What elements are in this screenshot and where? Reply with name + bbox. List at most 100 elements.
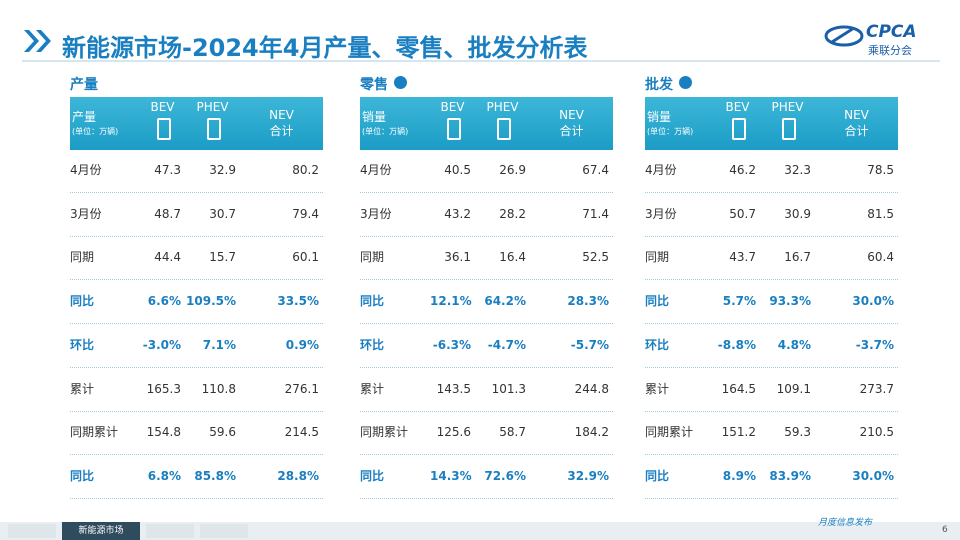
row-separator: [645, 235, 898, 237]
cell-value: 36.1: [444, 250, 471, 265]
cell-value: 64.2%: [484, 294, 526, 309]
row-separator: [645, 497, 898, 499]
vehicle-icon: [206, 118, 221, 140]
cell-value: 5.7%: [722, 294, 756, 309]
footer-tab[interactable]: [200, 524, 248, 538]
footer-tab-active[interactable]: 新能源市场: [62, 522, 140, 540]
cell-value: 214.5: [284, 425, 319, 440]
cell-value: 72.6%: [484, 468, 526, 483]
vehicle-icon: [731, 118, 746, 140]
header-col: BEV: [725, 100, 750, 114]
row-label: 累计: [645, 381, 670, 396]
cell-value: -6.3%: [432, 337, 471, 352]
cell-value: 0.9%: [285, 337, 319, 352]
row-separator: [360, 454, 613, 456]
cell-value: 67.4: [582, 163, 609, 177]
cell-value: 30.9: [784, 206, 811, 221]
header-nev: NEV: [844, 108, 869, 122]
cell-value: 165.3: [146, 381, 181, 396]
table-header: [70, 97, 323, 150]
row-label: 4月份: [70, 163, 102, 177]
cell-value: 47.3: [154, 163, 181, 177]
row-separator: [70, 366, 323, 368]
logo-text: CPCA: [866, 22, 917, 42]
row-separator: [360, 366, 613, 368]
cell-value: -3.0%: [142, 337, 181, 352]
cell-value: 125.6: [436, 425, 471, 440]
cell-value: 273.7: [859, 381, 894, 396]
vehicle-icon: [781, 118, 796, 140]
row-label: 同期累计: [360, 425, 409, 440]
row-separator: [360, 192, 613, 193]
cell-value: 44.4: [154, 250, 181, 265]
cell-value: -4.7%: [487, 337, 526, 352]
row-label: 同期累计: [70, 425, 119, 440]
row-label: 同期: [360, 250, 385, 265]
cell-value: 50.7: [729, 206, 756, 221]
row-label: 环比: [645, 337, 670, 352]
row-separator: [70, 497, 323, 499]
row-label: 同比: [360, 294, 385, 309]
header-col: BEV: [440, 100, 465, 114]
cell-value: 30.7: [209, 206, 236, 221]
footer-tab[interactable]: [8, 524, 56, 538]
header-col: PHEV: [486, 100, 519, 114]
table-header: [645, 97, 898, 150]
footer-bar: [0, 522, 960, 540]
cell-value: 14.3%: [430, 468, 472, 483]
cell-value: 7.1%: [202, 337, 236, 352]
section-label: 批发: [645, 77, 673, 93]
cell-value: 40.5: [444, 163, 471, 177]
page-number: 6: [942, 525, 948, 535]
cell-value: 60.4: [867, 250, 894, 265]
cell-value: 8.9%: [722, 468, 756, 483]
cell-value: -5.7%: [570, 337, 609, 352]
cell-value: 52.5: [582, 250, 609, 265]
row-separator: [70, 192, 323, 193]
cell-value: 71.4: [582, 206, 609, 221]
cell-value: 28.8%: [277, 468, 319, 483]
cell-value: 60.1: [292, 250, 319, 265]
cell-value: 15.7: [209, 250, 236, 265]
header-unit: (单位：万辆): [72, 127, 119, 136]
row-separator: [645, 410, 898, 412]
row-label: 环比: [70, 337, 95, 352]
cell-value: 79.4: [292, 206, 319, 221]
footer-tab[interactable]: [146, 524, 194, 538]
header-col: PHEV: [771, 100, 804, 114]
row-label: 同期: [645, 250, 670, 265]
cell-value: 154.8: [146, 425, 181, 440]
row-label: 同比: [645, 468, 670, 483]
cell-value: 26.9: [499, 163, 526, 177]
cell-value: 109.1: [776, 381, 811, 396]
row-label: 同比: [360, 468, 385, 483]
row-separator: [360, 235, 613, 237]
cell-value: 33.5%: [277, 294, 319, 309]
header-col: PHEV: [196, 100, 229, 114]
cell-value: 80.2: [292, 163, 319, 177]
row-separator: [645, 279, 898, 281]
row-separator: [645, 192, 898, 193]
row-separator: [70, 410, 323, 412]
cell-value: 48.7: [154, 206, 181, 221]
cell-value: 58.7: [499, 425, 526, 440]
cell-value: 59.6: [209, 425, 236, 440]
row-separator: [645, 366, 898, 368]
cell-value: 83.9%: [769, 468, 811, 483]
row-label: 同期: [70, 250, 95, 265]
cell-value: 16.7: [784, 250, 811, 265]
header-nev: NEV: [269, 108, 294, 122]
row-separator: [360, 279, 613, 281]
title: 新能源市场-2024年4月产量、零售、批发分析表: [62, 34, 588, 62]
cell-value: 32.9: [209, 163, 236, 177]
header-unit: (单位：万辆): [647, 127, 694, 136]
row-separator: [360, 323, 613, 325]
cell-value: 164.5: [721, 381, 756, 396]
down-icon: [679, 76, 692, 89]
header-label: 销量: [647, 110, 672, 124]
cell-value: 28.2: [499, 206, 526, 221]
row-separator: [70, 235, 323, 237]
cell-value: -3.7%: [855, 337, 894, 352]
header-nev: NEV: [559, 108, 584, 122]
